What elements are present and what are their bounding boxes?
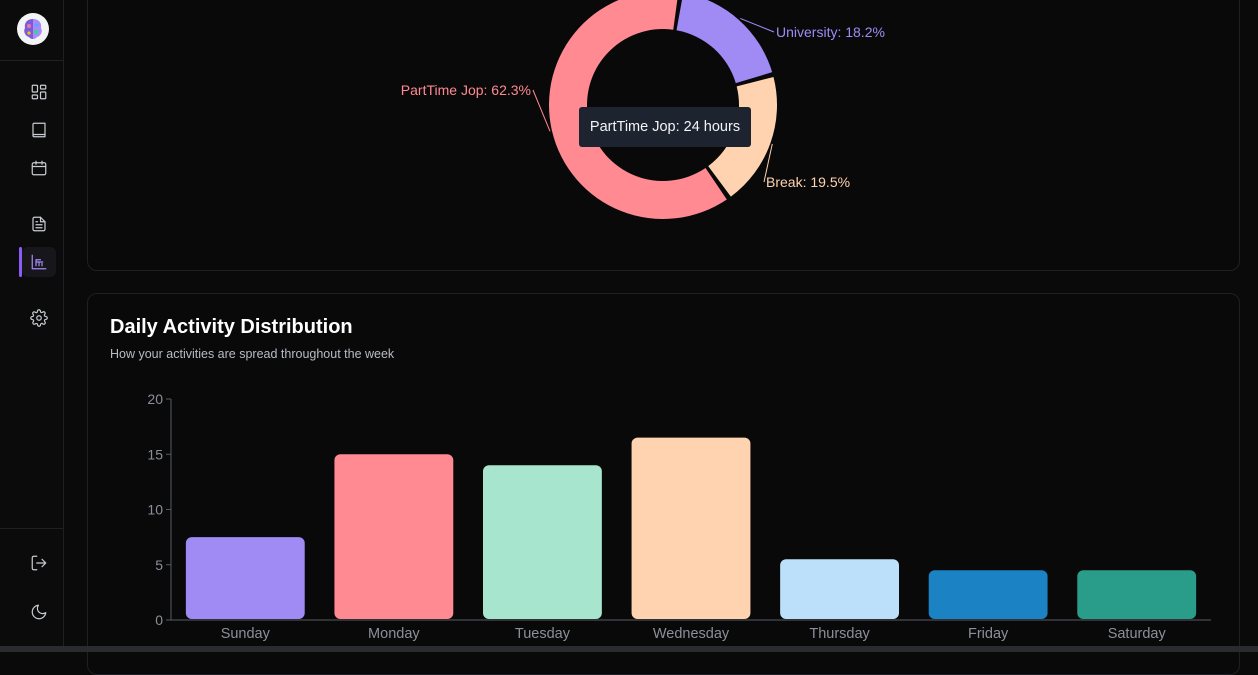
book-icon (32, 122, 46, 138)
card-title: Daily Activity Distribution (110, 316, 353, 338)
sidebar-divider-bottom (0, 528, 63, 529)
donut-label: University: 18.2% (776, 24, 885, 40)
brain-logo-icon[interactable] (17, 13, 49, 45)
gear-icon (30, 309, 48, 327)
sidebar (0, 0, 64, 646)
sidebar-divider (0, 60, 63, 61)
grid-icon (31, 84, 47, 100)
logout-button[interactable] (22, 548, 56, 578)
card-subtitle: How your activities are spread throughou… (110, 347, 395, 361)
donut-leader-line (763, 143, 773, 183)
donut-label: PartTime Jop: 62.3% (401, 82, 531, 98)
window-bottom-edge (0, 646, 1258, 652)
moon-icon (31, 604, 47, 620)
sidebar-item-calendar[interactable] (22, 153, 56, 183)
sidebar-item-dashboard[interactable] (22, 77, 56, 107)
theme-toggle-button[interactable] (22, 597, 56, 627)
daily-activity-card: Daily Activity Distribution How your act… (87, 293, 1240, 675)
sidebar-item-analytics[interactable] (22, 247, 56, 277)
donut-slice-university[interactable] (676, 0, 773, 84)
active-indicator (19, 247, 22, 277)
donut-leader-line (532, 89, 551, 132)
chart-tooltip: PartTime Jop: 24 hours (579, 107, 751, 147)
sidebar-item-documents[interactable] (22, 209, 56, 239)
donut-leader-line (740, 18, 775, 33)
sidebar-item-courses[interactable] (22, 115, 56, 145)
sidebar-item-settings[interactable] (22, 303, 56, 333)
donut-label: Break: 19.5% (766, 174, 850, 190)
donut-chart: PartTime Jop: 62.3% University: 18.2% Brea… (401, 0, 885, 219)
donut-slice-parttime-jop[interactable] (549, 0, 727, 219)
file-text-icon (32, 216, 46, 232)
bar-chart-icon (31, 254, 47, 270)
logout-icon (31, 555, 47, 571)
calendar-icon (31, 160, 47, 176)
